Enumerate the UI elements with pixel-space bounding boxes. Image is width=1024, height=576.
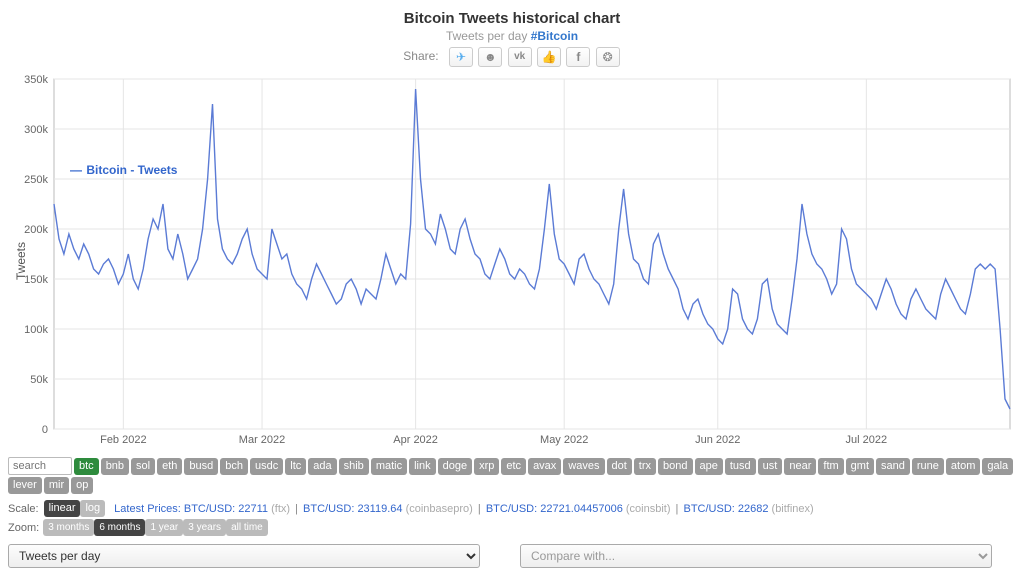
chart-title: Bitcoin Tweets historical chart [8,10,1016,27]
svg-text:100k: 100k [24,324,48,336]
coin-pill-ltc[interactable]: ltc [285,458,306,475]
metric-select[interactable]: Tweets per day [8,544,480,568]
coin-pill-ape[interactable]: ape [695,458,723,475]
scale-toggle: linearlog [44,500,106,517]
share-row: Share: ✈ ☻ vk 👍 f ❂ [8,47,1016,67]
facebook-icon[interactable]: f [566,47,590,67]
coin-pill-bch[interactable]: bch [220,458,248,475]
chart-subtitle: Tweets per day #Bitcoin [8,29,1016,43]
legend-label: Bitcoin - Tweets [86,163,177,177]
svg-text:250k: 250k [24,174,48,186]
legend[interactable]: — Bitcoin - Tweets [70,163,177,177]
coin-pill-atom[interactable]: atom [946,458,980,475]
zoom-all-time[interactable]: all time [226,519,268,536]
vk-icon[interactable]: vk [508,47,532,67]
coin-pill-ada[interactable]: ada [308,458,336,475]
hashtag-link[interactable]: #Bitcoin [531,29,578,43]
coin-pill-doge[interactable]: doge [438,458,472,475]
zoom-1-year[interactable]: 1 year [145,519,183,536]
scale-label: Scale: [8,503,39,515]
zoom-3-years[interactable]: 3 years [183,519,226,536]
coin-pill-bnb[interactable]: bnb [101,458,129,475]
controls-row: Scale: linearlog Latest Prices: BTC/USD:… [8,500,1016,536]
coin-pill-waves[interactable]: waves [563,458,604,475]
legend-swatch: — [70,163,81,177]
svg-text:50k: 50k [30,374,48,386]
coin-pill-trx[interactable]: trx [634,458,656,475]
select-row: Tweets per day Compare with... [8,544,1016,568]
zoom-6-months[interactable]: 6 months [94,519,145,536]
svg-text:Jun 2022: Jun 2022 [695,434,740,446]
coin-pill-link[interactable]: link [409,458,436,475]
svg-text:May 2022: May 2022 [540,434,588,446]
coin-search-input[interactable] [8,457,72,475]
coin-pill-shib[interactable]: shib [339,458,369,475]
scale-linear[interactable]: linear [44,500,81,517]
share-label: Share: [403,49,438,63]
coin-filter-row: btcbnbsolethbusdbchusdcltcadashibmaticli… [8,457,1016,494]
svg-text:Mar 2022: Mar 2022 [239,434,285,446]
svg-text:300k: 300k [24,124,48,136]
coin-pill-avax[interactable]: avax [528,458,561,475]
coin-pill-usdc[interactable]: usdc [250,458,283,475]
coin-pill-gmt[interactable]: gmt [846,458,874,475]
coin-pill-ust[interactable]: ust [758,458,783,475]
svg-text:Jul 2022: Jul 2022 [846,434,888,446]
chart-area: — Bitcoin - Tweets Tweets 050k100k150k20… [8,71,1016,451]
zoom-3-months[interactable]: 3 months [43,519,94,536]
y-axis-label: Tweets [14,242,28,280]
coin-pill-tusd[interactable]: tusd [725,458,756,475]
subtitle-prefix: Tweets per day [446,29,531,43]
latest-prices: Latest Prices: BTC/USD: 22711 (ftx) | BT… [114,503,814,515]
coin-pill-dot[interactable]: dot [607,458,632,475]
coin-pill-sol[interactable]: sol [131,458,155,475]
coin-pill-near[interactable]: near [784,458,816,475]
coin-pill-busd[interactable]: busd [184,458,218,475]
twitter-icon[interactable]: ✈ [449,47,473,67]
line-chart: 050k100k150k200k250k300k350kFeb 2022Mar … [8,71,1016,451]
coin-pill-sand[interactable]: sand [876,458,910,475]
coin-pill-eth[interactable]: eth [157,458,182,475]
coin-pill-op[interactable]: op [71,477,93,494]
reddit-icon[interactable]: ☻ [478,47,502,67]
coin-pill-ftm[interactable]: ftm [818,458,843,475]
coin-pill-btc[interactable]: btc [74,458,99,475]
svg-text:Feb 2022: Feb 2022 [100,434,146,446]
coin-pill-lever[interactable]: lever [8,477,42,494]
like-icon[interactable]: 👍 [537,47,561,67]
compare-select[interactable]: Compare with... [520,544,992,568]
zoom-label: Zoom: [8,522,39,534]
scale-log[interactable]: log [80,500,105,517]
coin-pill-bond[interactable]: bond [658,458,692,475]
svg-text:Apr 2022: Apr 2022 [393,434,438,446]
coin-pill-gala[interactable]: gala [982,458,1013,475]
zoom-toggle: 3 months6 months1 year3 yearsall time [43,519,268,536]
svg-text:0: 0 [42,424,48,436]
coin-pill-mir[interactable]: mir [44,477,69,494]
coin-pill-xrp[interactable]: xrp [474,458,499,475]
weibo-icon[interactable]: ❂ [596,47,620,67]
svg-text:200k: 200k [24,224,48,236]
coin-pill-matic[interactable]: matic [371,458,407,475]
coin-pill-rune[interactable]: rune [912,458,944,475]
coin-pill-etc[interactable]: etc [501,458,526,475]
svg-text:350k: 350k [24,74,48,86]
